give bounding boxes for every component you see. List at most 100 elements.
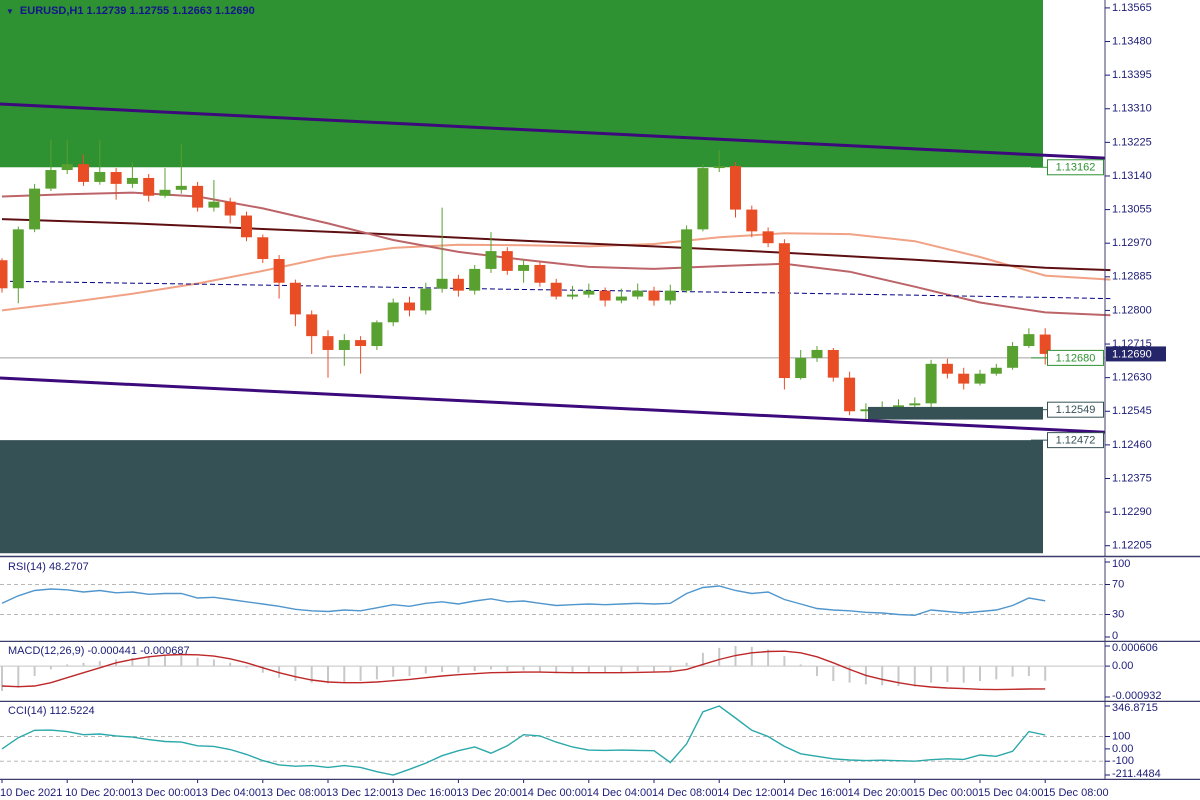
price-tick-label: 1.13225 bbox=[1112, 136, 1152, 148]
candle bbox=[762, 227, 774, 248]
candle-body bbox=[762, 231, 774, 244]
candle bbox=[404, 296, 415, 317]
price-level-label: 1.12680 bbox=[1031, 349, 1104, 366]
label-text: 1.12549 bbox=[1056, 404, 1096, 416]
candle bbox=[681, 225, 693, 293]
candle-body bbox=[501, 251, 513, 271]
candle bbox=[518, 259, 530, 283]
candle bbox=[827, 347, 839, 382]
symbol-dropdown-icon[interactable]: ▼ bbox=[6, 6, 14, 16]
label-text: 1.13162 bbox=[1056, 162, 1096, 174]
candle bbox=[371, 320, 383, 350]
candle bbox=[469, 264, 481, 295]
time-axis-labels[interactable]: 10 Dec 2021 10 Dec 20:00 13 Dec 00:00 13 De… bbox=[0, 780, 1109, 799]
candle bbox=[599, 287, 611, 307]
candle-body bbox=[697, 168, 709, 230]
rsi-panel[interactable]: 100 70 30 0 bbox=[0, 558, 1200, 642]
candle-body bbox=[273, 259, 285, 283]
candle bbox=[501, 247, 513, 275]
candle bbox=[289, 279, 301, 327]
current-price-tag: 1.12690 bbox=[1106, 346, 1166, 362]
price-tick-label: 1.12290 bbox=[1112, 506, 1152, 518]
candle bbox=[1007, 342, 1019, 370]
ma-salmon bbox=[1, 232, 1111, 312]
candle bbox=[925, 359, 937, 408]
candle-body bbox=[469, 268, 481, 291]
candle bbox=[811, 346, 823, 362]
cci-tick-label: -211.4484 bbox=[1112, 768, 1161, 780]
candle bbox=[387, 298, 399, 327]
candle bbox=[192, 181, 204, 212]
candle-body bbox=[778, 243, 790, 379]
candle-body bbox=[1007, 346, 1019, 368]
time-axis[interactable]: 10 Dec 2021 10 Dec 20:00 13 Dec 00:00 13 De… bbox=[0, 780, 1200, 800]
candle bbox=[355, 336, 367, 374]
cci-tick-label: 100 bbox=[1112, 730, 1130, 742]
candle-body bbox=[78, 164, 89, 182]
candle-body bbox=[827, 349, 839, 378]
candle bbox=[1023, 328, 1035, 348]
macd-panel[interactable]: 0.000606 0.00 -0.000932 bbox=[0, 642, 1200, 702]
time-label: 14 Dec 08:00 bbox=[652, 787, 717, 799]
candle-body bbox=[387, 302, 399, 323]
candle bbox=[143, 173, 155, 202]
candle bbox=[322, 330, 334, 378]
candle-body bbox=[12, 229, 24, 289]
candle bbox=[159, 168, 171, 198]
candle bbox=[583, 283, 595, 298]
price-level-label: 1.13162 bbox=[1031, 159, 1104, 176]
cci-tick-label: 0.00 bbox=[1112, 743, 1133, 755]
rsi-tick-label: 30 bbox=[1112, 608, 1124, 620]
channel-upper-line bbox=[0, 102, 1106, 160]
time-label: 10 Dec 2021 bbox=[0, 787, 62, 799]
candle-body bbox=[61, 164, 73, 171]
candle-body bbox=[45, 170, 57, 189]
candle bbox=[224, 197, 236, 224]
label-box bbox=[1047, 432, 1104, 449]
candle-body bbox=[355, 340, 367, 347]
candle bbox=[746, 205, 758, 238]
candle bbox=[241, 211, 252, 242]
candle-body bbox=[795, 357, 807, 379]
time-label: 13 Dec 08:00 bbox=[261, 787, 326, 799]
candle-body bbox=[241, 215, 252, 238]
price-tick-label: 1.13565 bbox=[1112, 2, 1152, 14]
rsi-axis[interactable]: 100 70 30 0 bbox=[1105, 558, 1130, 642]
cci-line bbox=[1, 705, 1046, 776]
candle-body bbox=[208, 201, 220, 208]
price-tick-label: 1.12205 bbox=[1112, 540, 1152, 552]
cci-header: CCI(14) 112.5224 bbox=[8, 705, 95, 717]
candle bbox=[550, 278, 562, 300]
candle-body bbox=[990, 367, 1002, 374]
candle-body bbox=[452, 278, 464, 291]
time-label: 15 Dec 04:00 bbox=[978, 787, 1043, 799]
candle bbox=[778, 239, 790, 390]
candle bbox=[632, 283, 644, 300]
label-box bbox=[1047, 349, 1104, 366]
time-label: 15 Dec 00:00 bbox=[913, 787, 978, 799]
label-text: 1.12472 bbox=[1056, 435, 1096, 447]
price-axis[interactable]: 1.13565 1.13480 1.13395 1.13310 1.13225 1.131… bbox=[1105, 2, 1152, 552]
cci-tick-label: -100 bbox=[1112, 755, 1134, 767]
candle-body bbox=[485, 251, 497, 269]
candle bbox=[844, 371, 856, 416]
candle-body bbox=[257, 237, 269, 260]
label-box bbox=[1047, 159, 1104, 176]
macd-axis[interactable]: 0.000606 0.00 -0.000932 bbox=[1105, 642, 1162, 702]
candle-body bbox=[909, 403, 921, 406]
cci-tick-label: 346.8715 bbox=[1112, 702, 1158, 714]
candle-body bbox=[550, 282, 562, 297]
price-tick-label: 1.13480 bbox=[1112, 35, 1152, 47]
price-tick-label: 1.13395 bbox=[1112, 69, 1152, 81]
candle-body bbox=[29, 188, 41, 230]
candle-body bbox=[567, 294, 578, 297]
price-chart-panel[interactable]: 1.13565 1.13480 1.13395 1.13310 1.13225 1.131… bbox=[0, 0, 1200, 558]
macd-tick-label: -0.000932 bbox=[1112, 690, 1162, 702]
candle bbox=[485, 232, 497, 273]
demand-zone-major bbox=[0, 440, 1043, 554]
ma-maroon bbox=[1, 218, 1111, 272]
price-tick-label: 1.13055 bbox=[1112, 203, 1152, 215]
channel-lower-line bbox=[0, 376, 1106, 434]
